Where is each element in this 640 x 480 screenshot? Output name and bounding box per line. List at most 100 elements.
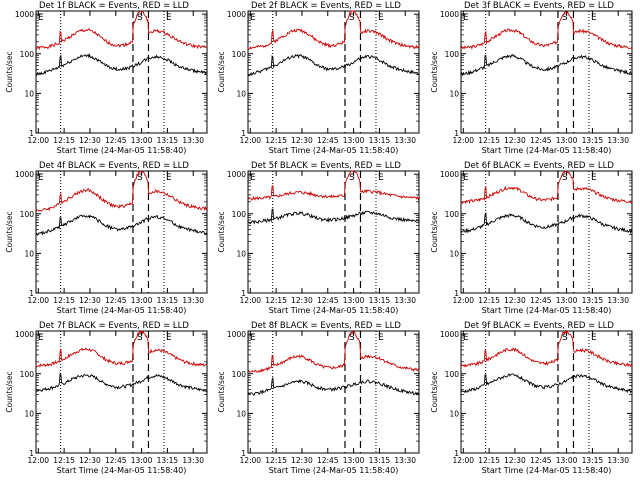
y-axis-label: Counts/sec [217, 371, 226, 412]
y-tick-label: 10 [24, 89, 34, 98]
x-tick-label: 12:30 [291, 136, 313, 145]
x-tick-label: 13:15 [369, 296, 391, 305]
x-axis-label: Start Time (24-Mar-05 11:58:40) [482, 146, 612, 155]
events-series-line [247, 208, 420, 225]
x-tick-label: 12:45 [105, 136, 127, 145]
x-tick-label: 13:30 [182, 456, 204, 465]
interval-marker-label: S [562, 173, 568, 183]
x-tick-label: 12:30 [291, 456, 313, 465]
panel-title: Det 4f BLACK = Events, RED = LLD [39, 161, 189, 171]
x-tick-label: 12:45 [530, 456, 552, 465]
x-tick-label: 13:30 [394, 136, 416, 145]
x-tick-label: 13:15 [369, 136, 391, 145]
y-tick-label: 10 [236, 89, 246, 98]
lld-series-line [460, 10, 633, 50]
x-tick-label: 12:15 [265, 296, 287, 305]
x-tick-label: 12:30 [504, 296, 526, 305]
y-tick-label: 10 [449, 409, 459, 418]
y-tick-label: 1 [29, 449, 34, 458]
x-tick-label: 13:15 [157, 296, 179, 305]
y-axis-label: Counts/sec [5, 211, 14, 252]
x-axis-label: Start Time (24-Mar-05 11:58:40) [57, 146, 187, 155]
x-tick-label: 12:00 [27, 296, 49, 305]
x-tick-label: 12:00 [452, 456, 474, 465]
y-tick-label: 1 [241, 129, 246, 138]
x-tick-label: 13:00 [343, 296, 365, 305]
panel-title: Det 9f BLACK = Events, RED = LLD [464, 321, 614, 331]
y-tick-label: 100 [20, 50, 35, 59]
interval-marker-label: S [349, 13, 355, 23]
interval-marker-label: S [349, 173, 355, 183]
x-axis-label: Start Time (24-Mar-05 11:58:40) [269, 466, 399, 475]
x-tick-label: 12:15 [478, 456, 500, 465]
y-axis-label: Counts/sec [5, 51, 14, 92]
x-tick-label: 12:45 [530, 296, 552, 305]
y-tick-label: 10 [24, 409, 34, 418]
panel-title: Det 6f BLACK = Events, RED = LLD [464, 161, 614, 171]
interval-marker-label: E [463, 13, 469, 23]
panel-title: Det 8f BLACK = Events, RED = LLD [251, 321, 401, 331]
interval-marker-label: S [137, 13, 143, 23]
y-axis-label: Counts/sec [5, 371, 14, 412]
y-tick-label: 10 [449, 249, 459, 258]
plot-frame [35, 170, 208, 294]
detector-panel: Det 1f BLACK = Events, RED = LLD 1 10 100 10… [5, 1, 208, 155]
events-series-line [460, 211, 633, 235]
y-axis-label: Counts/sec [430, 51, 439, 92]
y-tick-label: 1 [454, 129, 459, 138]
x-axis-label: Start Time (24-Mar-05 11:58:40) [269, 146, 399, 155]
x-tick-label: 12:45 [317, 296, 339, 305]
detector-panel: Det 3f BLACK = Events, RED = LLD 1 10 100 10… [430, 1, 633, 155]
interval-marker-label: E [250, 13, 256, 23]
interval-marker-label: E [250, 333, 256, 343]
events-series-line [247, 53, 420, 77]
interval-marker-label: E [463, 173, 469, 183]
panel-title: Det 5f BLACK = Events, RED = LLD [251, 161, 401, 171]
lld-series-line [460, 170, 633, 205]
events-series-line [35, 371, 208, 393]
y-tick-label: 1000 [440, 330, 459, 339]
plot-frame [247, 10, 420, 134]
detector-panel: Det 8f BLACK = Events, RED = LLD 1 10 100 10… [217, 321, 420, 475]
interval-marker-label: E [591, 13, 597, 23]
x-tick-label: 12:00 [239, 456, 261, 465]
x-tick-label: 12:45 [530, 136, 552, 145]
x-tick-label: 12:15 [478, 136, 500, 145]
interval-marker-label: E [378, 173, 384, 183]
y-tick-label: 1000 [440, 170, 459, 179]
x-tick-label: 12:00 [27, 136, 49, 145]
x-tick-label: 13:15 [582, 456, 604, 465]
lld-series-line [247, 170, 420, 201]
x-tick-label: 12:45 [105, 456, 127, 465]
detector-panel: Det 4f BLACK = Events, RED = LLD 1 10 100 10… [5, 161, 208, 315]
y-tick-label: 100 [20, 210, 35, 219]
interval-marker-label: E [38, 333, 44, 343]
y-tick-label: 1000 [15, 330, 34, 339]
plot-frame [35, 330, 208, 454]
x-tick-label: 13:15 [157, 456, 179, 465]
panel-title: Det 3f BLACK = Events, RED = LLD [464, 1, 614, 11]
x-tick-label: 12:00 [452, 296, 474, 305]
interval-marker-label: E [463, 333, 469, 343]
detector-panel: Det 6f BLACK = Events, RED = LLD 1 10 100 10… [430, 161, 633, 315]
x-tick-label: 12:45 [317, 136, 339, 145]
interval-marker-label: S [349, 333, 355, 343]
interval-marker-label: E [166, 173, 172, 183]
x-tick-label: 12:45 [317, 456, 339, 465]
x-tick-label: 12:00 [27, 456, 49, 465]
y-tick-label: 100 [445, 370, 460, 379]
y-tick-label: 100 [232, 210, 247, 219]
x-tick-label: 12:15 [265, 136, 287, 145]
plot-frame [35, 10, 208, 134]
interval-marker-label: S [137, 333, 143, 343]
plot-frame [247, 330, 420, 454]
x-axis-label: Start Time (24-Mar-05 11:58:40) [482, 466, 612, 475]
interval-marker-label: E [378, 333, 384, 343]
x-tick-label: 13:15 [582, 296, 604, 305]
y-tick-label: 100 [445, 50, 460, 59]
x-tick-label: 12:00 [239, 136, 261, 145]
y-tick-label: 100 [20, 370, 35, 379]
events-series-line [247, 377, 420, 396]
x-tick-label: 13:00 [556, 136, 578, 145]
y-tick-label: 1 [241, 449, 246, 458]
